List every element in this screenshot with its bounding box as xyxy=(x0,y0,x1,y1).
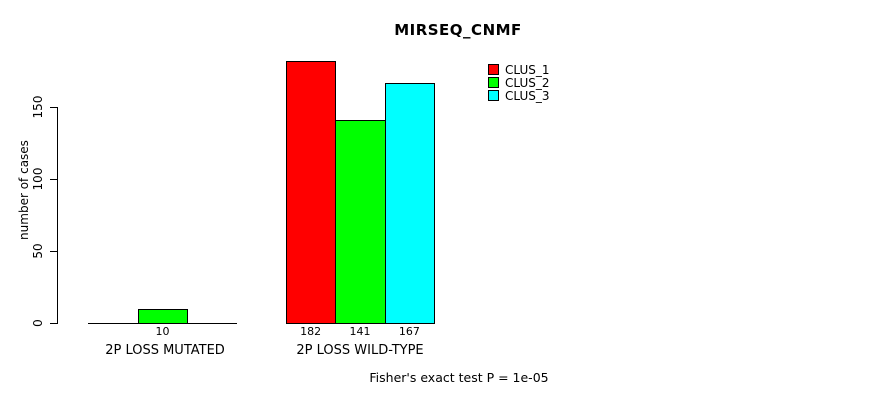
bar-clus_3-wildtype xyxy=(384,82,435,324)
legend-label: CLUS_2 xyxy=(505,75,550,90)
legend-swatch xyxy=(488,64,499,75)
legend-item: CLUS_1 xyxy=(488,62,550,77)
bar-value-label: 141 xyxy=(349,325,371,338)
y-tick-mark xyxy=(50,107,57,108)
legend-item: CLUS_2 xyxy=(488,75,550,90)
bar-value-label: 182 xyxy=(300,325,322,338)
chart-title: MIRSEQ_CNMF xyxy=(394,21,522,39)
y-axis-line xyxy=(57,107,58,324)
bar-value-label: 10 xyxy=(155,325,170,338)
category-label-mutated: 2P LOSS MUTATED xyxy=(105,343,225,358)
legend-swatch xyxy=(488,77,499,88)
legend-item: CLUS_3 xyxy=(488,88,550,103)
bar-clus_2-wildtype xyxy=(335,119,386,324)
legend: CLUS_1 CLUS_2 CLUS_3 xyxy=(488,62,550,103)
y-tick-mark xyxy=(50,323,57,324)
legend-label: CLUS_1 xyxy=(505,62,550,77)
y-tick-mark xyxy=(50,179,57,180)
legend-label: CLUS_3 xyxy=(505,88,550,103)
y-tick-mark xyxy=(50,251,57,252)
category-label-wildtype: 2P LOSS WILD-TYPE xyxy=(296,343,424,358)
bar-clus_1-wildtype xyxy=(286,60,337,324)
bar-value-label: 167 xyxy=(398,325,420,338)
annotation-text: Fisher's exact test P = 1e-05 xyxy=(369,370,549,385)
legend-swatch xyxy=(488,90,499,101)
bar-clus_2-mutated xyxy=(137,308,189,324)
